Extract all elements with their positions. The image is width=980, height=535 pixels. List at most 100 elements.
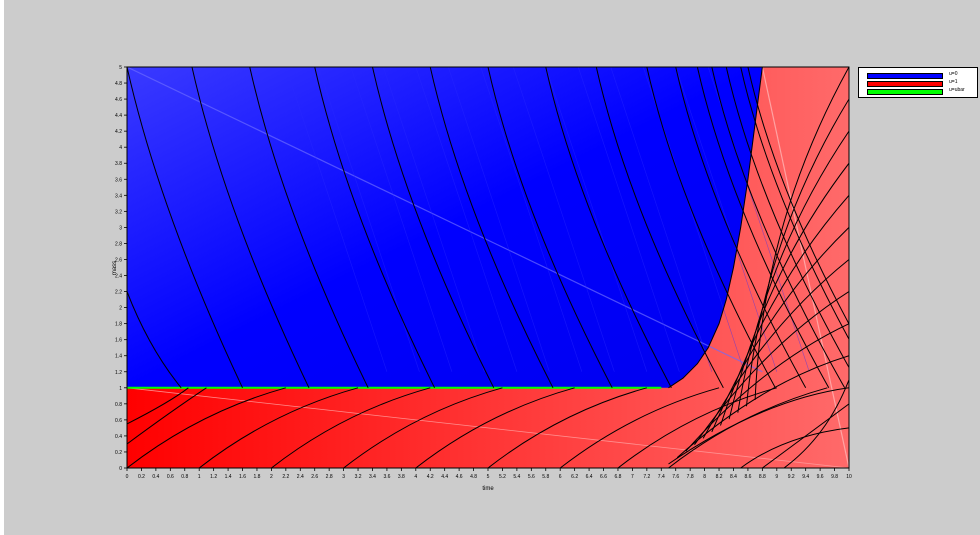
blue-texture-line: [415, 67, 518, 372]
trajectory-u0: [371, 67, 495, 389]
blue-texture-line: [448, 67, 550, 372]
x-tick-label: 6.8: [614, 474, 621, 480]
trajectory-u0: [595, 67, 724, 389]
trajectory-u1: [720, 194, 849, 426]
y-tick-label: 1.2: [115, 370, 122, 376]
trajectory-u1: [740, 427, 849, 468]
x-tick-label: 0.4: [152, 474, 159, 480]
legend-swatch-blue: [867, 73, 943, 79]
legend-label: u=ubar: [949, 87, 965, 93]
x-tick-label: 7: [631, 474, 634, 480]
trajectory-u0: [487, 67, 613, 389]
trajectory-u1: [737, 130, 849, 413]
x-axis-label: time: [482, 486, 494, 492]
x-tick-label: 9: [775, 474, 778, 480]
y-axis-label: mass: [112, 261, 118, 275]
x-tick-label: 7.8: [687, 474, 694, 480]
x-tick-label: 4.4: [441, 474, 448, 480]
trajectory-u1: [702, 259, 849, 439]
x-tick-label: 7.4: [658, 474, 665, 480]
y-tick-label: 2.4: [115, 274, 122, 280]
x-tick-label: 1.6: [239, 474, 246, 480]
y-tick-label: 3: [119, 225, 122, 231]
x-tick-label: 8.8: [759, 474, 766, 480]
y-tick-label: 4.6: [115, 97, 122, 103]
x-tick-label: 5.6: [528, 474, 535, 480]
x-tick-label: 2.8: [326, 474, 333, 480]
y-tick-label: 0.6: [115, 418, 122, 424]
x-tick-label: 3.4: [369, 474, 376, 480]
y-tick-label: 0.4: [115, 434, 122, 440]
x-tick-label: 8.6: [744, 474, 751, 480]
region-u0-blue: [127, 67, 763, 388]
x-tick-label: 7.2: [643, 474, 650, 480]
y-tick-label: 4: [119, 145, 122, 151]
x-tick-label: 3.2: [355, 474, 362, 480]
trajectory-u0: [646, 67, 776, 389]
blue-texture-line: [512, 67, 615, 372]
y-tick-label: 3.2: [115, 209, 122, 215]
blue-texture-line: [610, 67, 713, 372]
x-tick-label: 1: [198, 474, 201, 480]
y-tick-label: 0: [119, 466, 122, 472]
trajectory-u1: [487, 387, 647, 468]
y-tick-label: 1.4: [115, 354, 122, 360]
x-tick-label: 3: [342, 474, 345, 480]
legend-item-u1: u=1: [859, 79, 977, 88]
trajectory-u1: [198, 387, 359, 468]
x-tick-label: 4: [414, 474, 417, 480]
trajectory-u0: [127, 291, 182, 389]
y-tick-label: 3.8: [115, 161, 122, 167]
trajectory-u0: [696, 67, 830, 389]
x-tick-label: 10: [846, 474, 852, 480]
trajectory-u0: [191, 67, 310, 389]
y-tick-label: 4.8: [115, 81, 122, 87]
trajectory-u0: [314, 67, 436, 389]
y-tick-label: 3.4: [115, 193, 122, 199]
x-tick-label: 5.4: [513, 474, 520, 480]
trajectory-u0: [249, 67, 369, 389]
legend: u=0 u=1 u=ubar: [858, 67, 978, 98]
trajectory-u1: [754, 67, 849, 400]
y-tick-label: 0.8: [115, 402, 122, 408]
x-tick-label: 6.4: [586, 474, 593, 480]
trajectory-u1: [711, 227, 849, 433]
trajectory-u1: [127, 387, 207, 445]
y-tick-label: 4.4: [115, 113, 122, 119]
y-tick-label: 0.2: [115, 450, 122, 456]
y-tick-label: 2: [119, 306, 122, 312]
trajectory-u1: [343, 387, 503, 468]
trajectory-u0: [127, 67, 243, 389]
y-tick-label: 2.6: [115, 257, 122, 263]
x-tick-label: 0.6: [167, 474, 174, 480]
x-tick-label: 7.6: [672, 474, 679, 480]
y-tick-label: 4.2: [115, 129, 122, 135]
x-tick-label: 2: [270, 474, 273, 480]
x-tick-label: 0: [126, 474, 129, 480]
legend-item-ubar: u=ubar: [859, 87, 977, 96]
x-tick-label: 9.2: [788, 474, 795, 480]
red-streak: [761, 67, 849, 468]
x-tick-label: 1.8: [253, 474, 260, 480]
x-tick-label: 0.2: [138, 474, 145, 480]
x-tick-label: 5.8: [542, 474, 549, 480]
x-tick-label: 8.4: [730, 474, 737, 480]
y-tick-label: 2.2: [115, 290, 122, 296]
trajectory-u1: [415, 387, 575, 468]
trajectory-u0: [740, 67, 849, 341]
red-streak: [127, 387, 849, 468]
legend-item-u0: u=0: [859, 71, 977, 80]
x-tick-label: 4.2: [427, 474, 434, 480]
trajectory-u1: [271, 387, 431, 468]
blue-texture-line: [480, 67, 583, 372]
trajectory-u1: [127, 387, 189, 425]
trajectory-u1: [617, 387, 777, 468]
x-tick-label: 5.2: [499, 474, 506, 480]
x-tick-label: 0.8: [181, 474, 188, 480]
y-tick-label: 5: [119, 65, 122, 71]
blue-texture-line: [545, 67, 648, 372]
y-tick-label: 1.6: [115, 338, 122, 344]
x-tick-label: 5: [487, 474, 490, 480]
trajectory-u1: [694, 291, 849, 446]
